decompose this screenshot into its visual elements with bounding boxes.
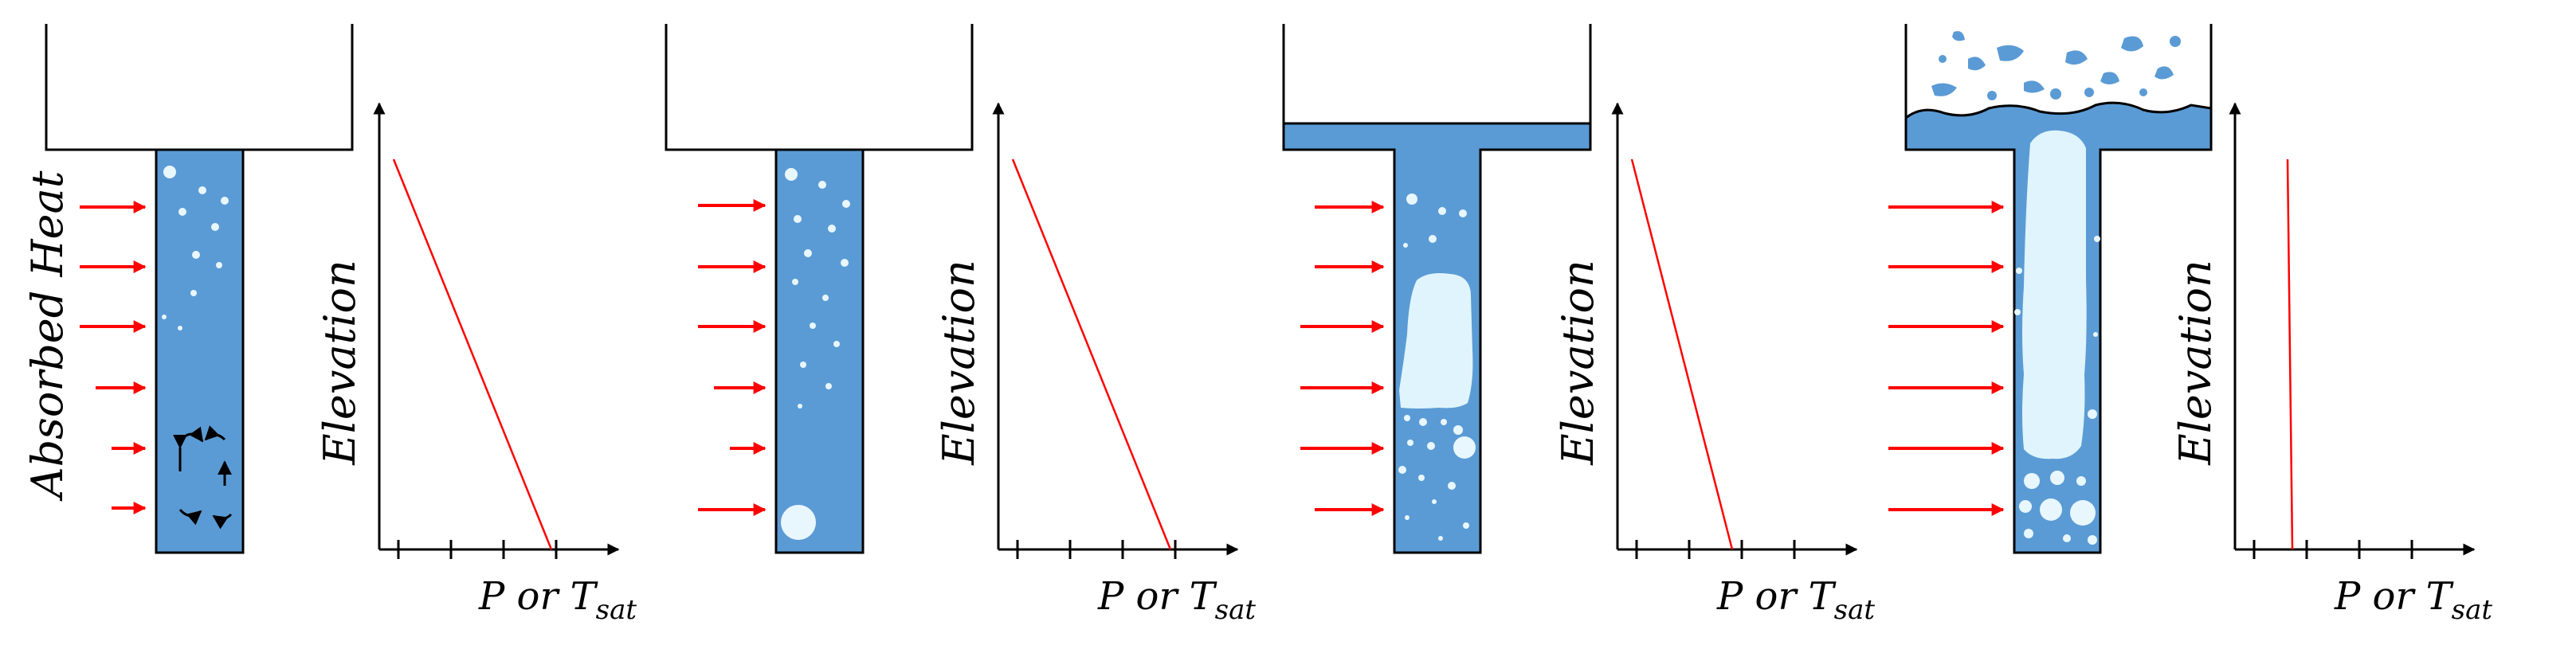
saturation-profile-line — [1011, 158, 1172, 550]
x-axis-label: P or Tsat — [1716, 574, 1875, 626]
stage-4-heat-arrows — [1888, 201, 2005, 516]
convection-arrows — [173, 425, 233, 530]
stage-3-geyser — [1282, 24, 1592, 554]
stage-3-heat-arrows — [1300, 201, 1385, 516]
vapor-slug — [1399, 273, 1473, 409]
basin-outline — [665, 24, 974, 151]
saturation-profile-line — [2286, 158, 2294, 550]
bubbles — [162, 166, 229, 330]
stage-2-heat-arrows — [698, 199, 767, 516]
x-axis-label: P or Tsat — [2334, 574, 2492, 626]
x-axis-label: P or Tsat — [478, 574, 637, 626]
basin-outline — [45, 24, 354, 151]
saturation-profile-line — [392, 158, 553, 550]
stage-2-elevation-plot: Elevation P or Tsat — [934, 102, 1256, 626]
elevation-axis-label: Elevation — [2170, 260, 2221, 466]
stage-4-elevation-plot: Elevation P or Tsat — [2170, 102, 2492, 626]
stage-1-elevation-plot: Elevation P or Tsat — [315, 102, 637, 626]
eruption-splash — [1931, 31, 2181, 100]
absorbed-heat-label: Absorbed Heat — [22, 170, 73, 502]
water-column — [774, 148, 865, 554]
elevation-axis-label: Elevation — [1553, 260, 1603, 466]
saturation-profile-line — [1630, 158, 1734, 550]
stage-4-geyser — [1904, 24, 2213, 554]
stage-3-elevation-plot: Elevation P or Tsat — [1553, 102, 1875, 626]
water-column — [155, 148, 245, 554]
stage-1-heat-arrows — [80, 201, 147, 514]
stage-1-geyser — [45, 24, 354, 554]
bubbles — [1398, 194, 1476, 541]
vapor-column — [2022, 130, 2087, 459]
bubbles — [2014, 236, 2100, 545]
elevation-axis-label: Elevation — [315, 260, 365, 466]
stage-2-geyser — [665, 24, 974, 554]
x-axis-label: P or Tsat — [1097, 574, 1256, 626]
bubbles — [781, 168, 850, 540]
elevation-axis-label: Elevation — [934, 260, 984, 466]
